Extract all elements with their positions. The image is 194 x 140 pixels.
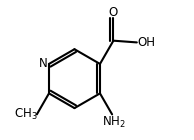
Text: O: O — [109, 6, 118, 19]
Text: CH$_3$: CH$_3$ — [14, 107, 38, 122]
Text: N: N — [39, 57, 47, 70]
Text: NH$_2$: NH$_2$ — [102, 115, 126, 130]
Text: OH: OH — [137, 36, 155, 49]
